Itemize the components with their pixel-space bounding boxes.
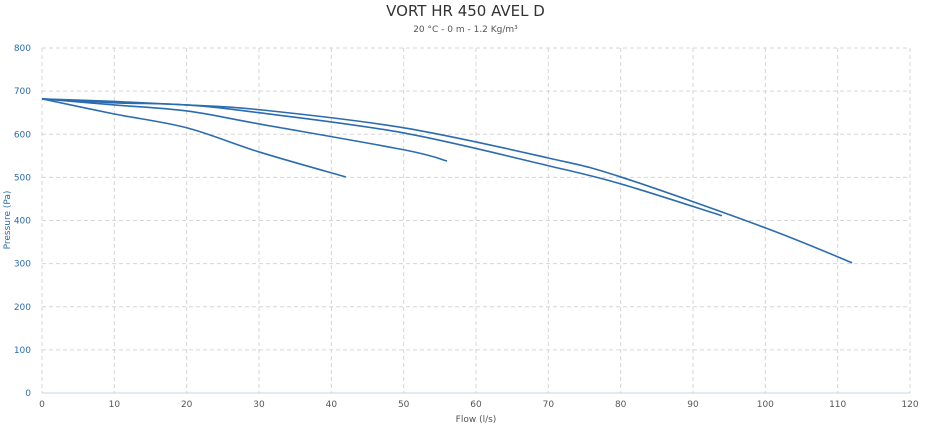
y-tick-label: 100 <box>14 346 31 356</box>
y-axis-label: Pressure (Pa) <box>3 191 13 250</box>
y-tick-label: 800 <box>14 44 31 54</box>
x-tick-label: 100 <box>757 400 774 410</box>
series-line-curve-3 <box>41 98 723 217</box>
x-axis-ticks: 0 10 20 30 40 50 60 70 80 90 100 110 120 <box>39 400 919 410</box>
y-tick-label: 400 <box>14 217 31 227</box>
y-tick-label: 500 <box>14 173 31 183</box>
x-tick-label: 80 <box>615 400 627 410</box>
x-tick-label: 50 <box>398 400 410 410</box>
x-tick-label: 20 <box>181 400 193 410</box>
chart-subtitle: 20 °C - 0 m - 1.2 Kg/m³ <box>413 25 518 35</box>
series-line-curve-2 <box>41 98 448 162</box>
x-tick-label: 70 <box>543 400 555 410</box>
y-tick-label: 700 <box>14 87 31 97</box>
grid-lines <box>41 47 911 394</box>
x-tick-label: 120 <box>901 400 918 410</box>
series-lines <box>41 98 853 264</box>
x-tick-label: 60 <box>470 400 482 410</box>
series-line-curve-4 <box>41 98 853 264</box>
x-tick-label: 110 <box>829 400 846 410</box>
y-axis-ticks: 0 100 200 300 400 500 600 700 800 <box>14 44 31 399</box>
y-tick-label: 0 <box>25 389 31 399</box>
y-tick-label: 300 <box>14 260 31 270</box>
series-line-curve-1 <box>41 98 347 178</box>
x-axis-label: Flow (l/s) <box>456 415 497 425</box>
y-tick-label: 200 <box>14 303 31 313</box>
x-tick-label: 40 <box>326 400 338 410</box>
x-tick-label: 10 <box>109 400 121 410</box>
x-tick-label: 0 <box>39 400 45 410</box>
x-tick-label: 90 <box>687 400 699 410</box>
y-tick-label: 600 <box>14 130 31 140</box>
x-tick-label: 30 <box>253 400 265 410</box>
chart-title: VORT HR 450 AVEL D <box>386 2 545 20</box>
